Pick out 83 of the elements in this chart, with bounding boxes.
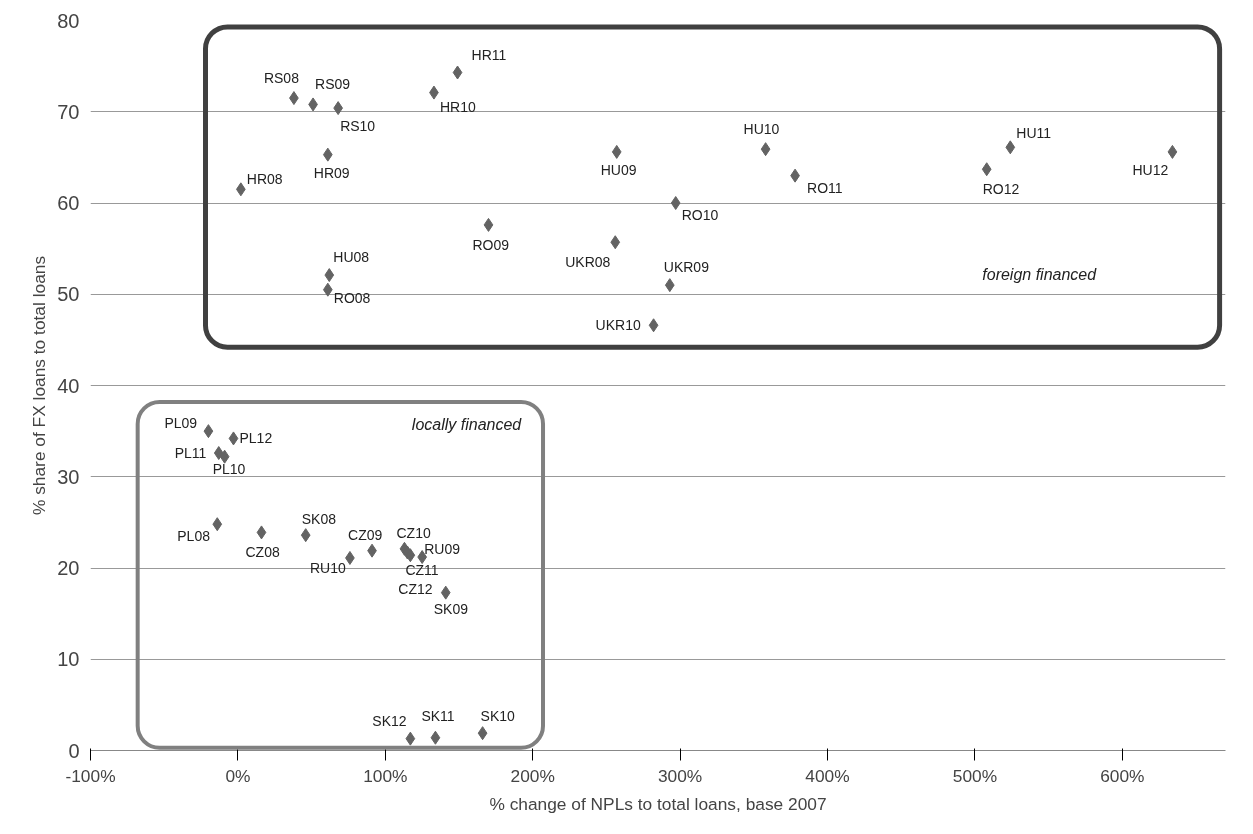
point <box>477 726 488 741</box>
y-tick-label: 30 <box>57 465 80 488</box>
annotation: RO11 <box>807 179 843 196</box>
annotation: SK11 <box>421 707 455 724</box>
point <box>213 446 224 461</box>
point <box>670 196 681 210</box>
annotation: CZ09 <box>348 526 383 543</box>
annotation: PL09 <box>164 415 198 432</box>
annotation: HU09 <box>600 161 637 178</box>
point <box>648 318 659 333</box>
point <box>760 142 771 157</box>
point <box>611 144 622 159</box>
annotation: HR10 <box>439 98 476 115</box>
point <box>981 162 992 177</box>
annotation: SK12 <box>372 712 407 729</box>
point <box>440 585 451 600</box>
point <box>405 731 416 746</box>
annotation: RO10 <box>681 207 719 223</box>
y-tick-label: 50 <box>57 283 80 306</box>
annotation: foreign financed <box>982 266 1098 284</box>
annotation: RU10 <box>309 559 346 576</box>
annotation: SK09 <box>433 600 469 617</box>
annotation: CZ11 <box>405 562 439 579</box>
point <box>322 282 333 297</box>
annotation: SK08 <box>301 511 337 528</box>
annotation: RO12 <box>982 181 1020 198</box>
annotation: HR08 <box>246 171 283 188</box>
point <box>664 278 675 293</box>
annotation: UKR09 <box>663 259 710 276</box>
y-axis-title: % share of FX loans to total loans <box>29 255 50 516</box>
x-axis-title: % change of NPLs to total loans, base 2007 <box>489 793 827 814</box>
x-tick-label: 500% <box>952 765 998 786</box>
point <box>228 431 239 446</box>
annotation: RS09 <box>315 76 351 93</box>
y-tick-label: 70 <box>57 100 80 123</box>
annotation: RO08 <box>333 289 371 306</box>
annotation: CZ08 <box>245 544 280 561</box>
point <box>203 424 214 439</box>
annotation: HR09 <box>313 164 350 181</box>
annotation: CZ12 <box>398 581 433 598</box>
annotation: HU08 <box>333 249 370 266</box>
point <box>300 528 311 543</box>
x-tick-label: 400% <box>805 765 850 786</box>
annotation: RS10 <box>340 118 376 135</box>
annotation: HR11 <box>471 46 507 63</box>
x-tick-label: -100% <box>65 765 116 786</box>
annotation: PL10 <box>212 460 246 477</box>
annotation: PL08 <box>177 528 211 545</box>
annotation: CZ10 <box>396 524 431 541</box>
annotation: RS08 <box>263 70 300 87</box>
point <box>219 449 230 464</box>
x-tick-label: 600% <box>1100 765 1145 786</box>
annotation: HU10 <box>743 121 780 138</box>
point <box>212 517 223 532</box>
x-tick-label: 200% <box>510 765 555 786</box>
point <box>1005 140 1016 155</box>
point <box>483 217 494 232</box>
annotation: HU11 <box>1016 125 1052 142</box>
annotation: RO09 <box>472 236 510 253</box>
x-tick-label: 100% <box>363 765 408 786</box>
annotation: SK10 <box>480 708 516 725</box>
y-tick-label: 0 <box>68 739 80 762</box>
y-tick-label: 40 <box>57 374 80 397</box>
annotation: RU09 <box>424 541 461 558</box>
annotation: locally financed <box>411 415 523 433</box>
annotation: UKR10 <box>595 317 641 334</box>
y-tick-label: 80 <box>57 9 80 32</box>
point <box>256 525 267 540</box>
annotation: HU12 <box>1132 161 1169 178</box>
y-tick-label: 60 <box>57 192 80 214</box>
y-tick-label: 10 <box>57 648 80 671</box>
x-tick-label: 0% <box>225 765 251 786</box>
annotation: PL12 <box>239 430 273 447</box>
annotation: UKR08 <box>565 254 611 271</box>
point <box>452 65 463 80</box>
annotation: PL11 <box>174 445 207 462</box>
x-tick-label: 300% <box>657 765 703 786</box>
point <box>430 730 441 745</box>
point <box>610 235 621 250</box>
point <box>1167 144 1178 159</box>
point <box>322 147 333 162</box>
point <box>324 268 335 283</box>
y-tick-label: 20 <box>57 557 80 579</box>
